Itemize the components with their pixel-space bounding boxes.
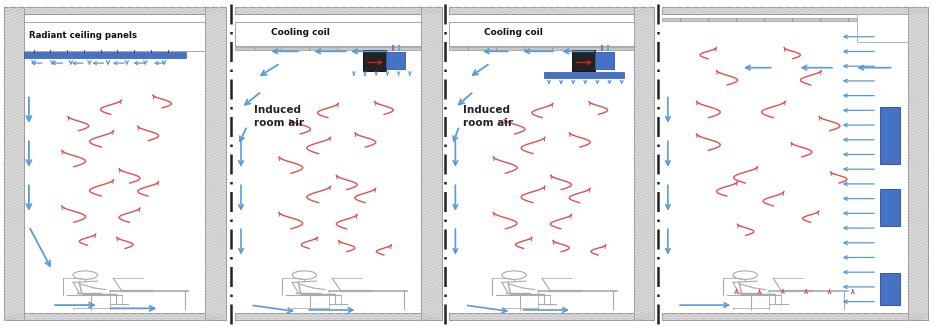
Bar	[449, 7, 654, 14]
Bar	[24, 52, 186, 58]
Bar	[235, 47, 421, 50]
Bar	[662, 7, 928, 14]
Bar	[24, 22, 205, 51]
Bar	[572, 50, 596, 71]
Bar	[386, 52, 405, 69]
Bar	[363, 50, 386, 71]
Bar	[634, 7, 654, 320]
Text: Cooling coil: Cooling coil	[485, 28, 543, 38]
Bar	[205, 7, 226, 320]
Bar	[880, 107, 900, 164]
Text: Radiant ceiling panels: Radiant ceiling panels	[29, 31, 137, 40]
Bar	[421, 7, 442, 320]
Bar	[596, 52, 614, 69]
Bar	[449, 47, 634, 50]
Text: Cooling coil: Cooling coil	[270, 28, 330, 38]
Bar	[662, 313, 928, 320]
Bar	[235, 22, 421, 46]
Bar	[880, 189, 900, 226]
Bar	[235, 313, 442, 320]
Bar	[662, 18, 908, 21]
Bar	[544, 72, 624, 78]
Text: Induced
room air: Induced room air	[463, 105, 514, 128]
Text: Induced
room air: Induced room air	[254, 105, 304, 128]
Bar	[908, 7, 928, 320]
Bar	[4, 7, 24, 320]
Bar	[857, 14, 908, 42]
Bar	[880, 273, 900, 305]
Bar	[449, 22, 634, 46]
Bar	[449, 313, 654, 320]
Bar	[235, 7, 442, 14]
Bar	[4, 7, 226, 14]
Bar	[4, 313, 226, 320]
